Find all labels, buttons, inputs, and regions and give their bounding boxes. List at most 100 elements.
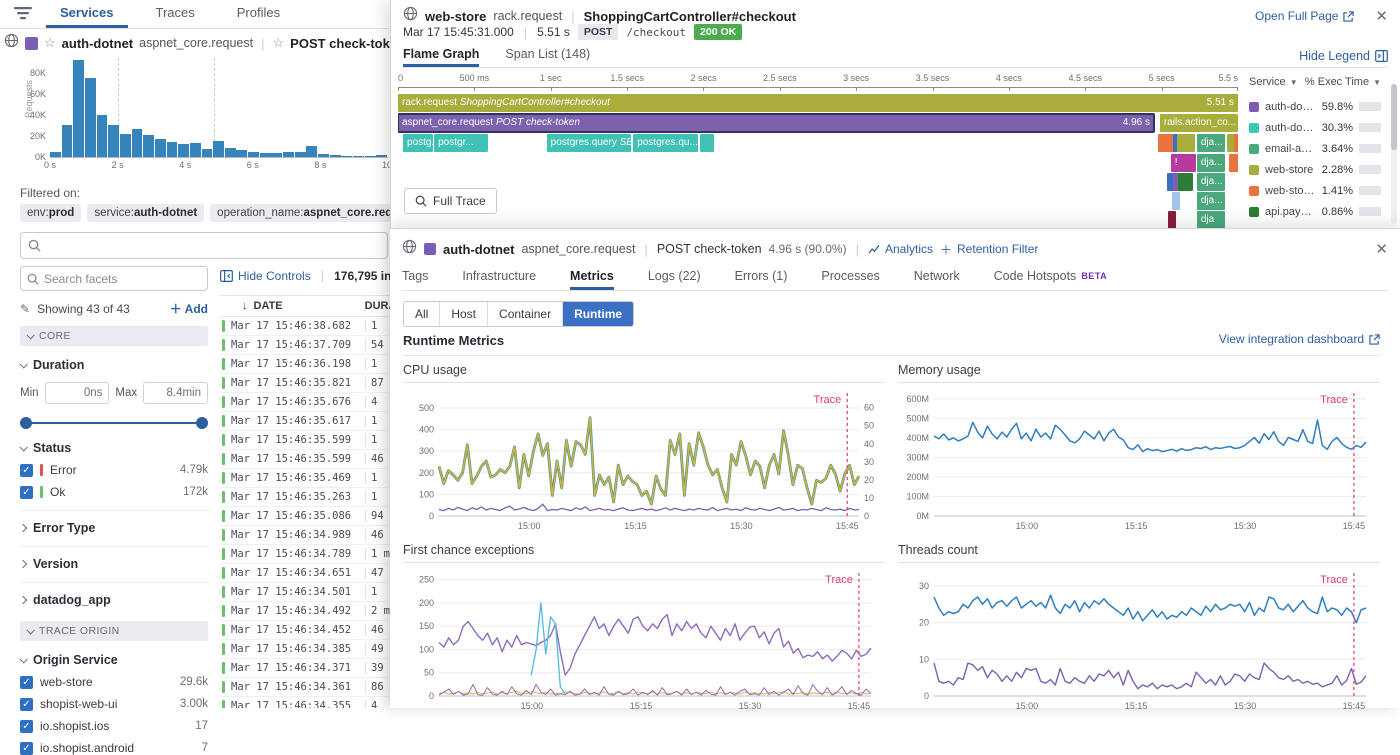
add-facet-button[interactable]: ＋ Add [169, 302, 208, 316]
scope-runtime[interactable]: Runtime [562, 302, 634, 326]
facet-value-row[interactable]: ✓ Error 4.79k [20, 463, 208, 477]
retention-filter-link[interactable]: ＋ Retention Filter [940, 242, 1039, 257]
histogram-bar[interactable] [376, 155, 388, 157]
flame-graph[interactable]: rack.request ShoppingCartController#chec… [398, 92, 1238, 228]
nav-tab-services[interactable]: Services [46, 0, 128, 28]
table-row[interactable]: Mar 17 15:46:34.452 46 [220, 621, 392, 640]
filter-chip[interactable]: service:auth-dotnet [87, 204, 205, 222]
legend-row[interactable]: web-store-m... 1.41% [1249, 180, 1381, 201]
flame-span-rack-request-shoppingcartcontroller-checkout[interactable]: rack.request ShoppingCartController#chec… [398, 94, 1238, 112]
table-row[interactable]: Mar 17 15:46:34.361 86 [220, 678, 392, 697]
histogram-bar[interactable] [166, 142, 178, 157]
duration-max-input[interactable]: 8.4min [143, 382, 209, 404]
facet-value-row[interactable]: ✓ Ok 172k [20, 485, 208, 499]
tab-errors-1-[interactable]: Errors (1) [734, 269, 788, 283]
slider-max-handle[interactable] [196, 417, 208, 429]
integration-dashboard-link[interactable]: View integration dashboard [1219, 332, 1380, 346]
histogram-bar[interactable] [154, 139, 166, 157]
legend-exec-header[interactable]: % Exec Time ▼ [1304, 76, 1381, 88]
analytics-link[interactable]: Analytics [868, 242, 933, 256]
checkbox[interactable]: ✓ [20, 719, 33, 733]
histogram-bar[interactable] [236, 149, 248, 157]
duration-slider[interactable] [20, 417, 208, 429]
histogram-bar[interactable] [84, 78, 96, 157]
flame-span[interactable] [1168, 134, 1177, 152]
tab-tags[interactable]: Tags [402, 269, 429, 283]
histogram-bar[interactable] [119, 133, 131, 157]
sort-descending-icon[interactable]: ↓ [242, 300, 248, 312]
table-row[interactable]: Mar 17 15:46:34.501 1 [220, 583, 392, 602]
legend-row[interactable]: api.payment... 0.86% [1249, 201, 1381, 222]
histogram-bar[interactable] [178, 144, 190, 157]
histogram-bar[interactable] [108, 125, 120, 157]
facet-version[interactable]: Version [18, 557, 208, 571]
facet-value-row[interactable]: ✓ io.shopist.android 7 [20, 741, 208, 755]
trace-search-input[interactable] [20, 232, 388, 259]
histogram-bar[interactable] [329, 155, 341, 157]
histogram-bar[interactable] [224, 147, 236, 157]
table-row[interactable]: Mar 17 15:46:35.263 1 [220, 488, 392, 507]
flame-span[interactable] [1171, 192, 1180, 210]
facet-datadog-app[interactable]: datadog_app [18, 593, 208, 607]
filter-chip[interactable]: operation_name:aspnet_core.request [210, 204, 392, 222]
facet-value-row[interactable]: ✓ web-store 29.6k [20, 675, 208, 689]
scope-all[interactable]: All [404, 302, 440, 326]
facet-status[interactable]: Status [19, 441, 208, 455]
nav-tab-profiles[interactable]: Profiles [236, 5, 281, 20]
flame-span[interactable] [1158, 134, 1167, 152]
flame-span[interactable] [1168, 211, 1177, 228]
flame-span[interactable] [1233, 134, 1238, 152]
table-row[interactable]: Mar 17 15:46:34.789 1 min [220, 545, 392, 564]
legend-service-header[interactable]: Service ▼ [1249, 76, 1298, 88]
facet-group-core[interactable]: CORE [20, 326, 208, 346]
cpu-usage-plot[interactable]: 0 100 200 300 400 500 0 10 20 30 40 50 60 15:00 15:15 1… [403, 383, 885, 533]
tab-span-list-148-[interactable]: Span List (148) [505, 47, 591, 61]
flame-span-dja[interactable]: dja [1196, 211, 1226, 228]
histogram-bar[interactable] [131, 128, 143, 157]
table-row[interactable]: Mar 17 15:46:34.989 46 [220, 526, 392, 545]
scope-container[interactable]: Container [487, 302, 563, 326]
checkbox[interactable]: ✓ [20, 675, 33, 689]
checkbox[interactable]: ✓ [20, 697, 33, 711]
histogram-bar[interactable] [213, 141, 225, 157]
open-full-page-link[interactable]: Open Full Page [1255, 9, 1355, 23]
tab-code-hotspots[interactable]: Code Hotspots BETA [993, 269, 1108, 283]
duration-column-header[interactable]: DURA [364, 300, 392, 312]
filter-chip[interactable]: env:prod [20, 204, 82, 222]
histogram-bar[interactable] [341, 155, 353, 157]
flame-span[interactable] [700, 134, 714, 152]
histogram-bar[interactable] [318, 153, 329, 157]
legend-row[interactable]: email-api-py 3.64% [1249, 138, 1381, 159]
flame-span-postgr[interactable]: postgr... [434, 134, 488, 152]
facet-error-type[interactable]: Error Type [18, 521, 208, 535]
table-row[interactable]: Mar 17 15:46:34.651 47 [220, 564, 392, 583]
flame-span[interactable] [1227, 134, 1236, 152]
flame-span-dja[interactable]: dja... [1196, 173, 1226, 191]
flame-span-postg[interactable]: postg... [403, 134, 434, 152]
table-row[interactable]: Mar 17 15:46:34.385 49 [220, 640, 392, 659]
first-chance-exceptions-plot[interactable]: 0 50 100 150 200 250 15:00 15:15 15:30 15:45 Trace [403, 563, 885, 713]
histogram-bar[interactable] [189, 143, 201, 157]
date-column-header[interactable]: DATE [253, 300, 283, 312]
legend-row[interactable]: web-store 2.28% [1249, 159, 1381, 180]
histogram-bar[interactable] [61, 125, 73, 157]
legend-row[interactable]: auth-dotnet-... 30.3% [1249, 117, 1381, 138]
histogram-bar[interactable] [259, 152, 271, 157]
table-row[interactable]: Mar 17 15:46:35.821 87 [220, 374, 392, 393]
hide-controls-button[interactable]: Hide Controls [220, 269, 311, 283]
facet-value-row[interactable]: ✓ shopist-web-ui 3.00k [20, 697, 208, 711]
histogram-bar[interactable] [248, 151, 259, 157]
nav-tab-traces[interactable]: Traces [155, 5, 195, 20]
close-panel-icon[interactable]: ✕ [1375, 8, 1388, 25]
facet-duration[interactable]: Duration [19, 358, 208, 372]
favorite-star-icon[interactable]: ☆ [44, 35, 56, 50]
flame-span[interactable] [1176, 134, 1196, 152]
checkbox[interactable]: ✓ [20, 463, 33, 477]
histogram-bar[interactable] [353, 155, 364, 157]
table-row[interactable]: Mar 17 15:46:35.599 1 [220, 431, 392, 450]
table-row[interactable]: Mar 17 15:46:36.198 1 [220, 355, 392, 374]
flame-span-postgres-query-sel[interactable]: postgres.query SEL... [546, 134, 631, 152]
table-row[interactable]: Mar 17 15:46:35.599 46 [220, 450, 392, 469]
histogram-bar[interactable] [143, 134, 155, 157]
